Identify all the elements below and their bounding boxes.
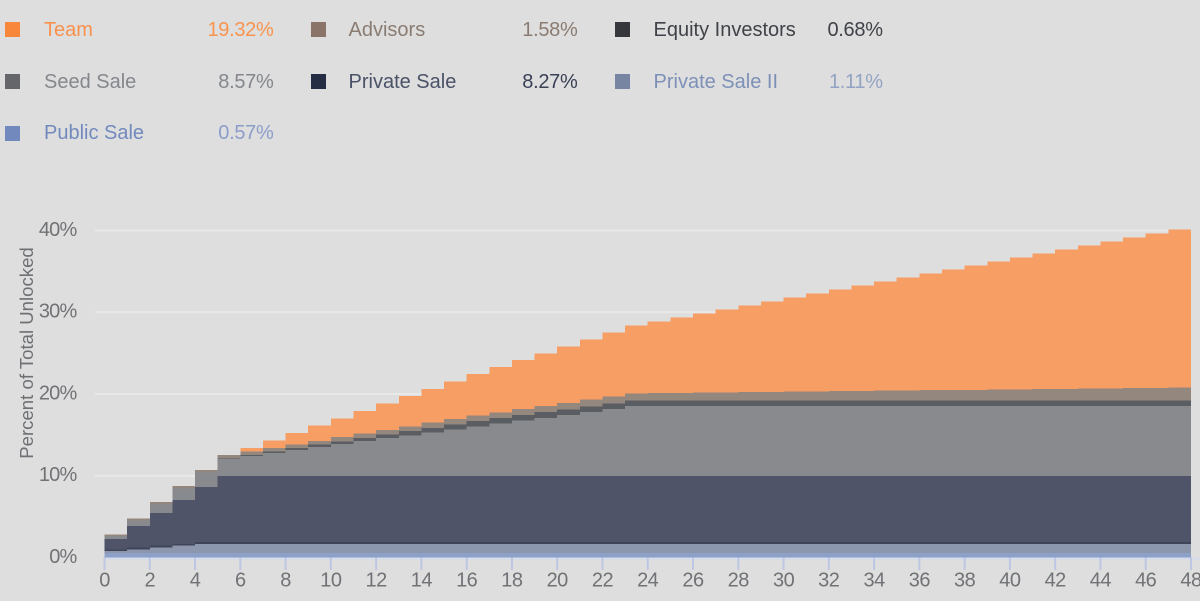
- svg-text:6: 6: [235, 570, 246, 592]
- svg-text:24: 24: [637, 570, 659, 592]
- svg-text:34: 34: [863, 570, 885, 592]
- svg-text:20: 20: [547, 570, 569, 592]
- svg-text:30%: 30%: [39, 301, 78, 323]
- svg-text:46: 46: [1135, 570, 1157, 592]
- svg-text:20%: 20%: [39, 382, 78, 404]
- svg-text:4: 4: [190, 570, 201, 592]
- svg-text:22: 22: [592, 570, 614, 592]
- svg-text:32: 32: [818, 570, 840, 592]
- svg-text:42: 42: [1045, 570, 1067, 592]
- svg-text:36: 36: [909, 570, 931, 592]
- svg-text:10: 10: [320, 570, 342, 592]
- svg-text:28: 28: [728, 570, 750, 592]
- svg-text:40%: 40%: [39, 219, 78, 241]
- svg-text:14: 14: [411, 570, 433, 592]
- svg-text:26: 26: [682, 570, 704, 592]
- svg-text:12: 12: [365, 570, 387, 592]
- svg-text:10%: 10%: [39, 464, 78, 486]
- svg-text:16: 16: [456, 570, 478, 592]
- svg-text:48: 48: [1180, 570, 1200, 592]
- svg-text:30: 30: [773, 570, 795, 592]
- svg-text:18: 18: [501, 570, 523, 592]
- svg-text:40: 40: [999, 570, 1021, 592]
- svg-text:44: 44: [1090, 570, 1112, 592]
- svg-text:38: 38: [954, 570, 976, 592]
- svg-text:0%: 0%: [49, 546, 77, 568]
- svg-text:2: 2: [144, 570, 155, 592]
- svg-text:0: 0: [99, 570, 110, 592]
- svg-text:Percent of Total Unlocked: Percent of Total Unlocked: [16, 247, 37, 459]
- svg-text:8: 8: [280, 570, 291, 592]
